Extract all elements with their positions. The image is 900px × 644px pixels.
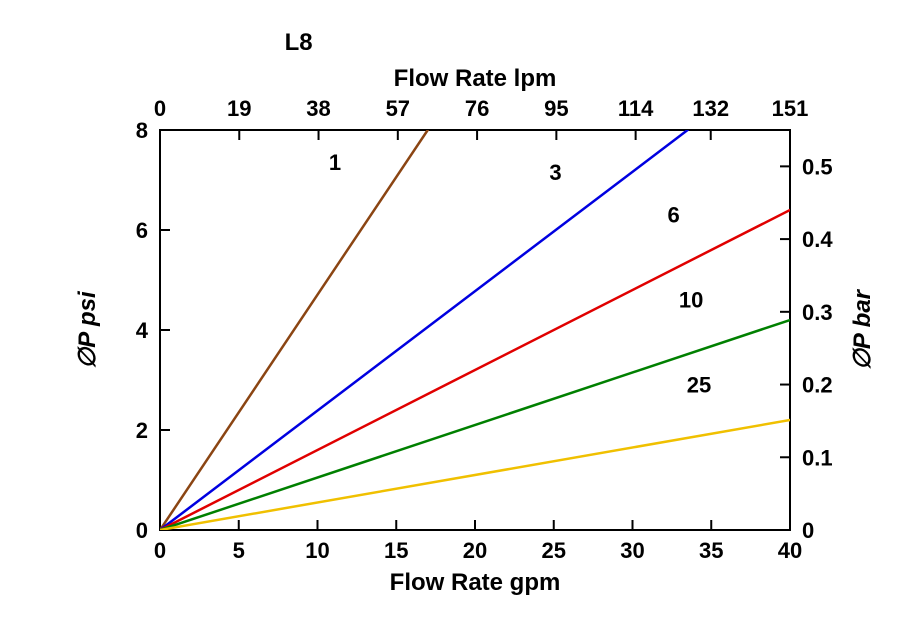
series-label-6: 6 — [668, 203, 680, 228]
x-top-tick-label: 76 — [465, 96, 489, 121]
x-bottom-tick-label: 20 — [463, 538, 487, 563]
y-left-tick-label: 0 — [136, 518, 148, 543]
y-right-tick-label: 0.5 — [802, 154, 833, 179]
x-top-tick-label: 151 — [772, 96, 809, 121]
x-bottom-tick-label: 5 — [233, 538, 245, 563]
x-top-axis-label: Flow Rate lpm — [394, 65, 557, 92]
series-label-10: 10 — [679, 288, 703, 313]
line-chart: 0510152025303540Flow Rate gpm01938577695… — [0, 0, 900, 644]
y-right-tick-label: 0.3 — [802, 300, 833, 325]
y-right-tick-label: 0.1 — [802, 445, 833, 470]
y-right-tick-label: 0 — [802, 518, 814, 543]
x-top-tick-label: 95 — [544, 96, 568, 121]
x-bottom-tick-label: 10 — [305, 538, 329, 563]
x-bottom-tick-label: 40 — [778, 538, 802, 563]
x-bottom-tick-label: 30 — [620, 538, 644, 563]
y-right-axis-label: ∅P bar — [849, 288, 876, 370]
series-label-3: 3 — [549, 160, 561, 185]
chart-container: 0510152025303540Flow Rate gpm01938577695… — [0, 0, 900, 644]
x-top-tick-label: 57 — [386, 96, 410, 121]
x-top-tick-label: 38 — [306, 96, 330, 121]
y-right-tick-label: 0.4 — [802, 227, 833, 252]
y-left-axis-label: ∅P psi — [74, 290, 101, 369]
x-top-tick-label: 132 — [692, 96, 729, 121]
x-bottom-axis-label: Flow Rate gpm — [390, 569, 561, 596]
y-left-tick-label: 8 — [136, 118, 148, 143]
x-bottom-tick-label: 0 — [154, 538, 166, 563]
y-left-tick-label: 4 — [136, 318, 149, 343]
y-left-tick-label: 6 — [136, 218, 148, 243]
y-left-tick-label: 2 — [136, 418, 148, 443]
x-top-tick-label: 114 — [618, 96, 654, 121]
x-top-tick-label: 19 — [227, 96, 251, 121]
y-right-tick-label: 0.2 — [802, 373, 833, 398]
x-bottom-tick-label: 25 — [542, 538, 566, 563]
x-top-tick-label: 0 — [154, 96, 166, 121]
series-label-25: 25 — [687, 373, 711, 398]
x-bottom-tick-label: 15 — [384, 538, 408, 563]
series-label-1: 1 — [329, 150, 341, 175]
x-bottom-tick-label: 35 — [699, 538, 723, 563]
chart-title: L8 — [285, 29, 313, 56]
